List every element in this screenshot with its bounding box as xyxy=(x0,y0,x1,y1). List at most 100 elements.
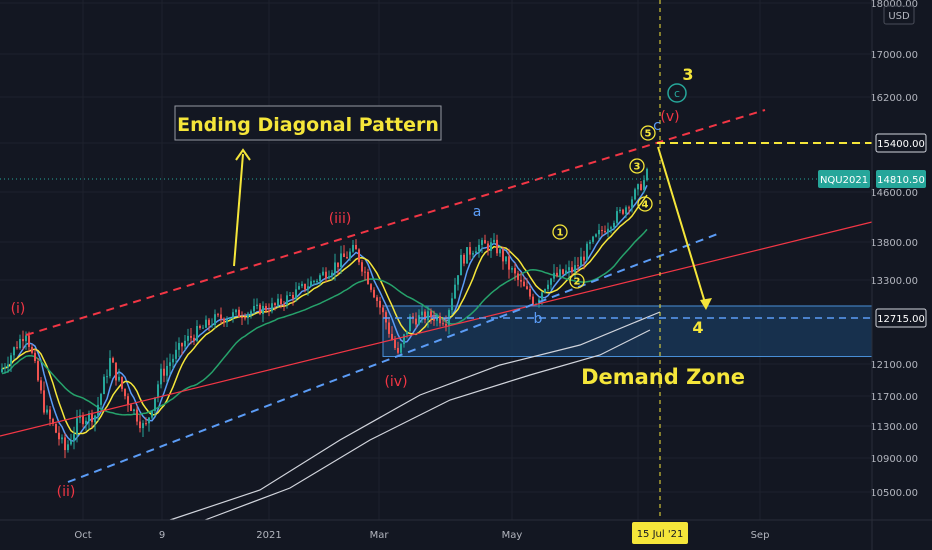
currency-box[interactable]: USD xyxy=(883,5,915,25)
candle-body xyxy=(430,311,432,317)
candle-body xyxy=(259,304,261,315)
candle-body xyxy=(514,268,516,274)
candle-body xyxy=(49,409,51,419)
candle-body xyxy=(103,376,105,395)
candle-body xyxy=(310,281,312,287)
candle-body xyxy=(532,296,534,305)
ma-yellow xyxy=(1,194,648,435)
price-tick: 10900.00 xyxy=(870,454,918,465)
price-tick: 13800.00 xyxy=(870,238,918,249)
candle-body xyxy=(76,418,78,435)
candle-body xyxy=(562,269,564,274)
candle-body xyxy=(481,240,483,245)
candle-body xyxy=(619,209,621,212)
candle-body xyxy=(595,234,597,237)
candle-body xyxy=(529,288,531,297)
candle-body xyxy=(244,317,246,319)
candle-body xyxy=(43,390,45,413)
wave-label-blue: c xyxy=(653,118,661,134)
moving-averages xyxy=(1,184,661,521)
grid xyxy=(0,0,872,520)
candle-body xyxy=(625,207,627,214)
candle-body xyxy=(91,413,93,423)
cursor-date-box xyxy=(632,522,688,544)
candle-body xyxy=(7,364,9,368)
price-tick: 17000.00 xyxy=(870,50,918,61)
candle-body xyxy=(427,311,429,320)
wave-circle xyxy=(637,196,653,212)
ma-blue xyxy=(1,184,648,442)
candle-body xyxy=(505,256,507,262)
time-tick: Oct xyxy=(74,530,91,541)
candle-body xyxy=(238,309,240,318)
candle-body xyxy=(583,256,585,261)
candle-body xyxy=(142,423,144,429)
candle-body xyxy=(163,368,165,376)
upper-channel-line xyxy=(25,109,766,336)
ma-white-2 xyxy=(204,329,651,521)
time-axis[interactable] xyxy=(0,520,872,550)
wave-label-circled: 4 xyxy=(642,200,649,211)
wave-circle xyxy=(552,224,568,240)
candle-body xyxy=(73,434,75,441)
wave-label-circled: 3 xyxy=(634,162,641,173)
candle-body xyxy=(256,304,258,307)
candle-body xyxy=(580,256,582,266)
candle-body xyxy=(604,230,606,233)
candle-body xyxy=(640,184,642,190)
candle-body xyxy=(190,335,192,338)
projection-arrow-line xyxy=(657,146,707,307)
candle-body xyxy=(289,294,291,296)
candle-body xyxy=(121,376,123,389)
candle-body xyxy=(364,271,366,273)
candle-body xyxy=(181,343,183,347)
candle-body xyxy=(526,286,528,289)
candle-body xyxy=(454,284,456,299)
candle-body xyxy=(586,243,588,261)
wave-label-red: (i) xyxy=(11,301,26,317)
candle-body xyxy=(82,415,84,425)
candle-body xyxy=(646,168,648,181)
candle-body xyxy=(37,361,39,381)
candle-body xyxy=(550,278,552,285)
candle-body xyxy=(556,272,558,277)
candle-body xyxy=(301,283,303,287)
candle-body xyxy=(268,310,270,312)
candle-body xyxy=(196,325,198,341)
candle-body xyxy=(547,284,549,290)
candle-body xyxy=(592,236,594,242)
candle-body xyxy=(598,229,600,235)
candle-body xyxy=(553,272,555,279)
candle-body xyxy=(160,368,162,385)
price-axis[interactable] xyxy=(872,0,932,520)
candle-body xyxy=(1,368,3,372)
candle-body xyxy=(58,432,60,440)
candle-body xyxy=(577,265,579,267)
candle-body xyxy=(52,418,54,424)
candle-body xyxy=(439,316,441,324)
candle-body xyxy=(271,303,273,312)
candle-body xyxy=(10,355,12,365)
candle-body xyxy=(328,276,330,279)
candle-body xyxy=(568,267,570,271)
candle-body xyxy=(220,314,222,319)
candle-body xyxy=(499,249,501,254)
symbol-box xyxy=(818,170,870,188)
candle-body xyxy=(247,313,249,318)
candle-body xyxy=(172,358,174,363)
wave-label-circled: 5 xyxy=(645,129,652,140)
candle-body xyxy=(331,272,333,277)
candle-body xyxy=(502,249,504,262)
candle-body xyxy=(352,244,354,252)
candle-body xyxy=(262,305,264,315)
candle-body xyxy=(178,343,180,350)
candle-body xyxy=(409,316,411,332)
candle-body xyxy=(115,362,117,381)
candle-body xyxy=(451,298,453,311)
candle-body xyxy=(94,415,96,423)
wave-circle-c xyxy=(667,83,687,103)
price-tick: 14600.00 xyxy=(870,188,918,199)
wave-label-blue: b xyxy=(534,311,543,327)
